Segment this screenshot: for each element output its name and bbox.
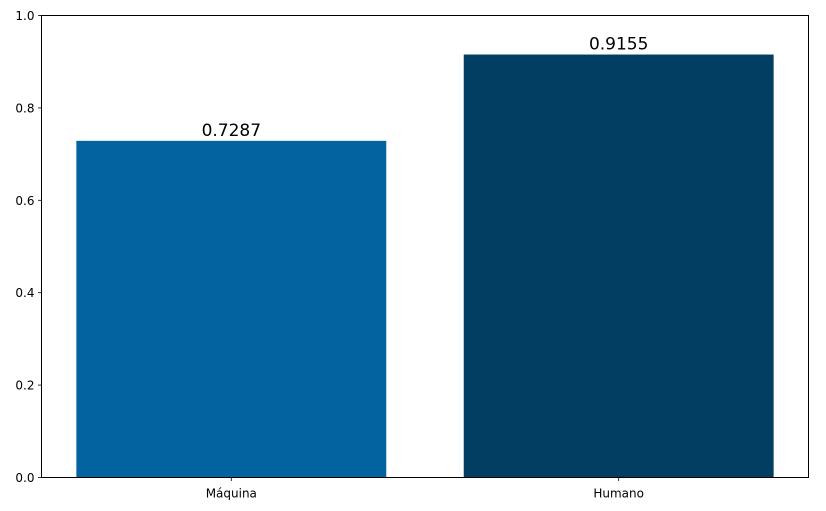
plot-frame xyxy=(41,15,809,478)
x-axis: Máquina Humano xyxy=(206,477,644,501)
y-axis: 0.0 0.2 0.4 0.6 0.8 1.0 xyxy=(15,9,42,485)
y-tick-label-4: 0.8 xyxy=(15,101,34,115)
value-labels-layer: 0.7287 0.9155 xyxy=(202,35,649,141)
x-tick-label-0: Máquina xyxy=(206,487,257,501)
bar-0 xyxy=(76,140,387,478)
x-tick-label-1: Humano xyxy=(593,487,644,501)
y-tick-label-2: 0.4 xyxy=(15,286,34,300)
bar-1 xyxy=(463,54,774,478)
y-tick-label-0: 0.0 xyxy=(15,471,34,485)
y-tick-label-3: 0.6 xyxy=(15,194,34,208)
bar-value-label-0: 0.7287 xyxy=(202,121,261,141)
y-tick-label-1: 0.2 xyxy=(15,379,34,393)
bars-layer xyxy=(76,54,774,478)
bar-value-label-1: 0.9155 xyxy=(589,35,648,55)
y-tick-label-5: 1.0 xyxy=(15,9,34,23)
